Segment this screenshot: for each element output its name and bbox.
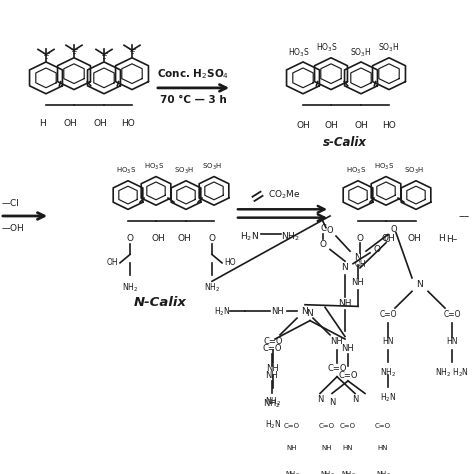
Text: H$_2$N: H$_2$N [240,230,259,243]
Text: NH: NH [272,307,284,316]
Text: 70 °C — 3 h: 70 °C — 3 h [160,95,227,105]
Text: OH: OH [354,120,368,129]
Text: H–: H– [446,235,457,244]
Text: N: N [329,398,335,407]
Text: HO: HO [224,258,236,267]
Text: NH: NH [265,371,278,380]
Text: NH$_2$ H$_2$N: NH$_2$ H$_2$N [435,367,469,379]
Text: N-Calix: N-Calix [134,295,186,309]
Text: OH: OH [381,235,395,244]
Text: OH: OH [151,235,165,244]
Text: OH: OH [63,119,77,128]
Text: C=O: C=O [379,310,397,319]
Text: O: O [374,245,381,254]
Text: OH: OH [407,235,421,244]
Text: NH: NH [287,445,297,451]
Text: NH: NH [352,278,365,287]
Text: H: H [438,235,445,244]
Text: ––: –– [459,211,470,221]
Text: HN: HN [343,445,353,451]
Text: OH: OH [177,235,191,244]
Text: NH$_2$: NH$_2$ [375,470,391,474]
Text: HO: HO [382,120,396,129]
Text: C=O: C=O [375,423,391,429]
Text: O: O [327,226,333,235]
Text: NH$_2$: NH$_2$ [122,281,138,294]
Text: NH: NH [266,364,279,373]
Text: Conc. H$_2$SO$_4$: Conc. H$_2$SO$_4$ [157,67,229,81]
Text: HO$_3$S: HO$_3$S [374,162,394,172]
Text: SO$_3$H: SO$_3$H [378,42,400,55]
Text: N: N [307,310,313,319]
Text: H: H [38,119,46,128]
Text: NH$_2$: NH$_2$ [319,470,335,474]
Text: NH: NH [342,344,355,353]
Text: SO$_3$H: SO$_3$H [350,46,372,59]
Text: O: O [209,235,216,244]
Text: HO$_3$S: HO$_3$S [288,46,310,59]
Text: C=O: C=O [319,423,335,429]
Text: C: C [383,235,389,244]
Text: HN: HN [446,337,458,346]
Text: NH: NH [338,299,352,308]
Text: SO$_3$H: SO$_3$H [174,165,194,176]
Text: C=O: C=O [284,423,300,429]
Text: NH: NH [322,445,332,451]
Text: C=O: C=O [443,310,461,319]
Text: NH$_2$: NH$_2$ [284,470,300,474]
Text: NH$_2$: NH$_2$ [380,367,396,379]
Text: O: O [127,235,134,244]
Text: NH$_2$: NH$_2$ [281,230,300,243]
Text: SO$_3$H: SO$_3$H [202,162,222,172]
Text: H$_2$N: H$_2$N [265,419,281,431]
Text: OH: OH [324,120,338,129]
Text: OH: OH [354,260,366,268]
Text: O: O [391,225,397,234]
Text: C: C [320,224,326,233]
Text: O: O [356,235,364,244]
Text: NH$_2$: NH$_2$ [265,395,281,408]
Text: H$_2$N: H$_2$N [214,305,230,318]
Text: N: N [352,395,358,404]
Text: NH$_2$: NH$_2$ [340,470,356,474]
Text: SO$_3$H: SO$_3$H [404,165,424,176]
Text: C=O: C=O [327,364,347,373]
Text: OH: OH [93,119,107,128]
Text: C=O: C=O [338,371,358,380]
Text: C=O: C=O [263,337,283,346]
Text: N: N [342,264,348,273]
Text: N: N [355,253,361,262]
Text: H$_2$N: H$_2$N [380,392,396,404]
Text: OH: OH [106,258,118,267]
Text: O: O [319,240,327,249]
Text: NH$_2$: NH$_2$ [263,398,281,410]
Text: C=O: C=O [340,423,356,429]
Text: HO: HO [121,119,135,128]
Text: HO$_3$S: HO$_3$S [116,165,136,176]
Text: s-Calix: s-Calix [323,137,367,149]
Text: HN: HN [382,337,394,346]
Text: HO$_3$S: HO$_3$S [316,42,338,55]
Text: HO$_3$S: HO$_3$S [346,165,366,176]
Text: C=O: C=O [262,344,282,353]
Text: NH$_2$: NH$_2$ [204,281,220,294]
Text: N: N [417,280,423,289]
Text: N: N [301,307,309,316]
Text: NH: NH [331,337,343,346]
Text: HN: HN [378,445,388,451]
Text: OH: OH [296,120,310,129]
Text: HO$_3$S: HO$_3$S [144,162,164,172]
Text: —Cl: —Cl [2,199,20,208]
Text: —OH: —OH [2,224,25,233]
Text: N: N [317,395,323,404]
Text: CO$_2$Me: CO$_2$Me [268,189,301,201]
